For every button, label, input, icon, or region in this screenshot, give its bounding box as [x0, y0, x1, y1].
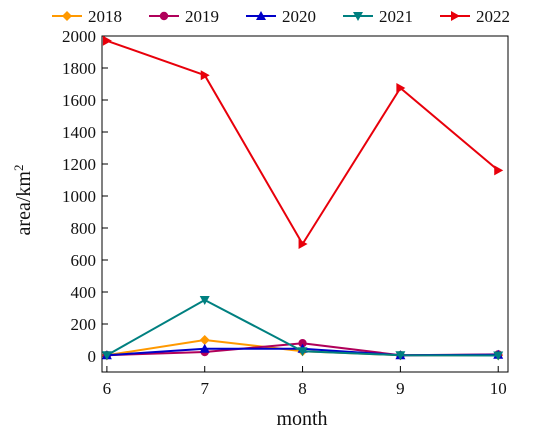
y-tick-label: 400 [71, 283, 97, 302]
y-tick-label: 1200 [62, 155, 96, 174]
series-2021 [101, 296, 504, 361]
plot-frame [101, 35, 509, 373]
legend-item-2021: 2021 [343, 7, 413, 26]
legend-item-2019: 2019 [149, 7, 219, 26]
y-tick-label: 200 [71, 315, 97, 334]
x-tick-label: 7 [200, 379, 209, 398]
legend: 2018 2019 2020 2021 2022 [52, 7, 510, 26]
legend-marker [256, 11, 266, 20]
x-tick-label: 8 [298, 379, 307, 398]
y-tick-label: 1800 [62, 59, 96, 78]
data-point-2022 [200, 70, 210, 81]
legend-label: 2021 [379, 7, 413, 26]
legend-item-2020: 2020 [246, 7, 316, 26]
y-tick-label: 600 [71, 251, 97, 270]
legend-label: 2022 [476, 7, 510, 26]
data-point-2021 [395, 351, 406, 361]
data-point-2022 [494, 165, 504, 176]
legend-label: 2018 [88, 7, 122, 26]
x-tick-label: 9 [396, 379, 405, 398]
y-axis-label-superscript: 2 [11, 165, 26, 172]
data-point-2021 [297, 347, 308, 357]
legend-marker [451, 11, 460, 21]
x-tick-label: 10 [490, 379, 507, 398]
legend-marker [62, 11, 72, 21]
svg-text:area/km2: area/km2 [11, 165, 36, 236]
y-tick-label: 1000 [62, 187, 96, 206]
legend-label: 2020 [282, 7, 316, 26]
series-2022 [102, 35, 504, 249]
series-group [101, 35, 504, 361]
data-point-2020 [199, 343, 210, 353]
legend-marker [159, 11, 169, 21]
x-axis-label: month [276, 408, 327, 430]
legend-marker [353, 12, 363, 21]
y-tick-label: 800 [71, 219, 97, 238]
data-point-2021 [493, 351, 504, 361]
y-tick-label: 1600 [62, 91, 96, 110]
legend-item-2018: 2018 [52, 7, 122, 26]
data-point-2021 [101, 351, 112, 361]
series-line-2022 [106, 39, 499, 246]
data-point-2022 [298, 239, 308, 249]
y-tick-label: 2000 [62, 27, 96, 46]
legend-label: 2019 [185, 7, 219, 26]
y-axis-label-text: area/km [13, 171, 35, 236]
data-point-2021 [199, 296, 210, 305]
data-point-2022 [102, 35, 112, 46]
data-point-2019 [298, 339, 307, 348]
x-tick-label: 6 [103, 379, 112, 398]
axes: 0 200 400 600 800 1000 1200 1400 1600 1800 2000 6 7 8… [62, 27, 509, 398]
y-axis-label: area/km2 [11, 165, 36, 236]
legend-item-2022: 2022 [440, 7, 510, 26]
data-point-2022 [396, 83, 406, 93]
data-point-2018 [199, 335, 210, 345]
y-tick-label: 1400 [62, 123, 96, 142]
y-tick-label: 0 [88, 347, 97, 366]
